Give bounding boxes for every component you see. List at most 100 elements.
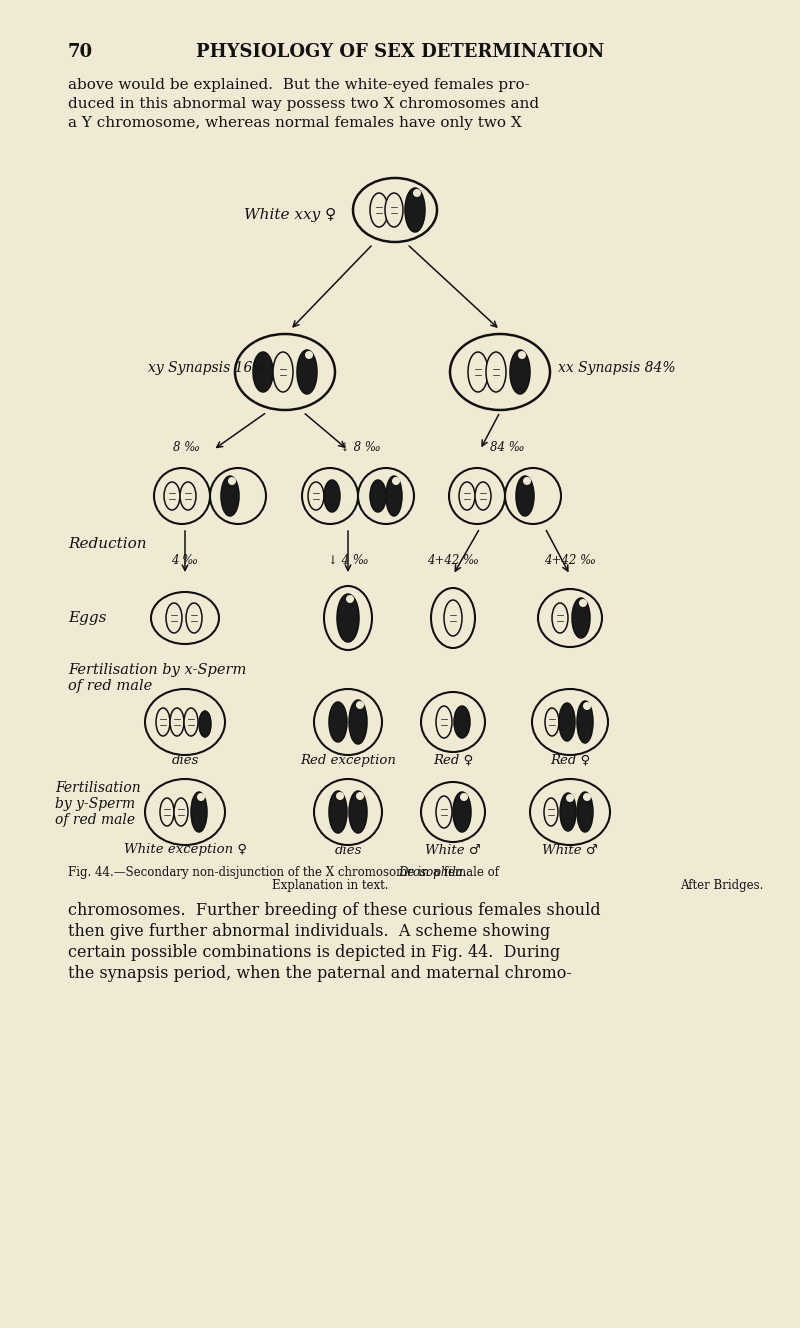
Ellipse shape bbox=[544, 798, 558, 826]
Text: certain possible combinations is depicted in Fig. 44.  During: certain possible combinations is depicte… bbox=[68, 944, 560, 961]
Ellipse shape bbox=[337, 594, 359, 641]
Circle shape bbox=[210, 467, 266, 525]
Ellipse shape bbox=[385, 193, 403, 227]
Text: PHYSIOLOGY OF SEX DETERMINATION: PHYSIOLOGY OF SEX DETERMINATION bbox=[196, 42, 604, 61]
Ellipse shape bbox=[436, 795, 452, 827]
Ellipse shape bbox=[518, 351, 526, 359]
Ellipse shape bbox=[145, 780, 225, 845]
Ellipse shape bbox=[349, 700, 367, 744]
Ellipse shape bbox=[450, 335, 550, 410]
Ellipse shape bbox=[235, 335, 335, 410]
Ellipse shape bbox=[164, 482, 180, 510]
Ellipse shape bbox=[191, 791, 207, 833]
Ellipse shape bbox=[314, 689, 382, 756]
Ellipse shape bbox=[199, 710, 211, 737]
Ellipse shape bbox=[486, 352, 506, 392]
Ellipse shape bbox=[421, 782, 485, 842]
Ellipse shape bbox=[151, 592, 219, 644]
Ellipse shape bbox=[475, 482, 491, 510]
Text: of red male: of red male bbox=[55, 813, 135, 827]
Ellipse shape bbox=[356, 701, 364, 709]
Text: dies: dies bbox=[334, 843, 362, 857]
Text: then give further abnormal individuals.  A scheme showing: then give further abnormal individuals. … bbox=[68, 923, 550, 940]
Ellipse shape bbox=[545, 708, 559, 736]
Ellipse shape bbox=[413, 189, 421, 197]
Text: a Y chromosome, whereas normal females have only two X: a Y chromosome, whereas normal females h… bbox=[68, 116, 522, 130]
Ellipse shape bbox=[166, 603, 182, 633]
Circle shape bbox=[449, 467, 505, 525]
Text: Red exception: Red exception bbox=[300, 753, 396, 766]
Ellipse shape bbox=[308, 482, 324, 510]
Ellipse shape bbox=[510, 351, 530, 394]
Ellipse shape bbox=[516, 475, 534, 517]
Text: Fertilisation: Fertilisation bbox=[55, 781, 141, 795]
Text: Explanation in text.: Explanation in text. bbox=[272, 879, 388, 892]
Ellipse shape bbox=[421, 692, 485, 752]
Text: 8 ‰: 8 ‰ bbox=[173, 441, 200, 453]
Ellipse shape bbox=[273, 352, 293, 392]
Text: White ♂: White ♂ bbox=[425, 843, 481, 857]
Ellipse shape bbox=[329, 703, 347, 742]
Ellipse shape bbox=[552, 603, 568, 633]
Ellipse shape bbox=[329, 791, 347, 833]
Ellipse shape bbox=[197, 793, 205, 801]
Ellipse shape bbox=[370, 479, 386, 513]
Ellipse shape bbox=[538, 590, 602, 647]
Ellipse shape bbox=[336, 791, 344, 799]
Text: Fig. 44.—Secondary non-disjunction of the X chromosome in a female of: Fig. 44.—Secondary non-disjunction of th… bbox=[68, 866, 502, 879]
Text: Eggs: Eggs bbox=[68, 611, 106, 625]
Ellipse shape bbox=[297, 351, 317, 394]
Ellipse shape bbox=[253, 352, 273, 392]
Ellipse shape bbox=[184, 708, 198, 736]
Text: Drosophila.: Drosophila. bbox=[398, 866, 467, 879]
Ellipse shape bbox=[305, 351, 313, 359]
Ellipse shape bbox=[324, 479, 340, 513]
Ellipse shape bbox=[370, 193, 388, 227]
Ellipse shape bbox=[560, 793, 576, 831]
Ellipse shape bbox=[160, 798, 174, 826]
Text: chromosomes.  Further breeding of these curious females should: chromosomes. Further breeding of these c… bbox=[68, 902, 601, 919]
Ellipse shape bbox=[468, 352, 488, 392]
Ellipse shape bbox=[170, 708, 184, 736]
Ellipse shape bbox=[324, 586, 372, 649]
Ellipse shape bbox=[459, 482, 475, 510]
Ellipse shape bbox=[523, 477, 531, 485]
Text: above would be explained.  But the white-eyed females pro-: above would be explained. But the white-… bbox=[68, 78, 530, 92]
Text: ↓ 8 ‰: ↓ 8 ‰ bbox=[340, 441, 380, 453]
Ellipse shape bbox=[583, 793, 591, 801]
Text: 4+42 ‰: 4+42 ‰ bbox=[427, 554, 479, 567]
Text: 4+42 ‰: 4+42 ‰ bbox=[544, 554, 596, 567]
Ellipse shape bbox=[228, 477, 236, 485]
Text: ↓ 4 ‰: ↓ 4 ‰ bbox=[328, 554, 368, 567]
Text: 4 ‰: 4 ‰ bbox=[171, 554, 198, 567]
Circle shape bbox=[154, 467, 210, 525]
Text: White xxy ♀: White xxy ♀ bbox=[244, 208, 336, 222]
Ellipse shape bbox=[186, 603, 202, 633]
Ellipse shape bbox=[314, 780, 382, 845]
Ellipse shape bbox=[577, 791, 593, 833]
Text: dies: dies bbox=[171, 753, 198, 766]
Circle shape bbox=[505, 467, 561, 525]
Ellipse shape bbox=[346, 595, 354, 603]
Text: xy Synapsis 16%: xy Synapsis 16% bbox=[148, 361, 266, 374]
Ellipse shape bbox=[431, 588, 475, 648]
Ellipse shape bbox=[532, 689, 608, 756]
Ellipse shape bbox=[436, 706, 452, 738]
Ellipse shape bbox=[392, 477, 400, 485]
Ellipse shape bbox=[356, 791, 364, 799]
Ellipse shape bbox=[174, 798, 188, 826]
Text: by y-Sperm: by y-Sperm bbox=[55, 797, 135, 811]
Text: the synapsis period, when the paternal and maternal chromo-: the synapsis period, when the paternal a… bbox=[68, 965, 572, 981]
Ellipse shape bbox=[405, 189, 425, 232]
Ellipse shape bbox=[579, 599, 587, 607]
Ellipse shape bbox=[353, 178, 437, 242]
Text: Reduction: Reduction bbox=[68, 537, 146, 551]
Text: 70: 70 bbox=[68, 42, 93, 61]
Ellipse shape bbox=[221, 475, 239, 517]
Ellipse shape bbox=[156, 708, 170, 736]
Ellipse shape bbox=[444, 600, 462, 636]
Text: duced in this abnormal way possess two X chromosomes and: duced in this abnormal way possess two X… bbox=[68, 97, 539, 112]
Text: xx Synapsis 84%: xx Synapsis 84% bbox=[558, 361, 675, 374]
Text: Red ♀: Red ♀ bbox=[550, 753, 590, 766]
Text: White exception ♀: White exception ♀ bbox=[123, 843, 246, 857]
